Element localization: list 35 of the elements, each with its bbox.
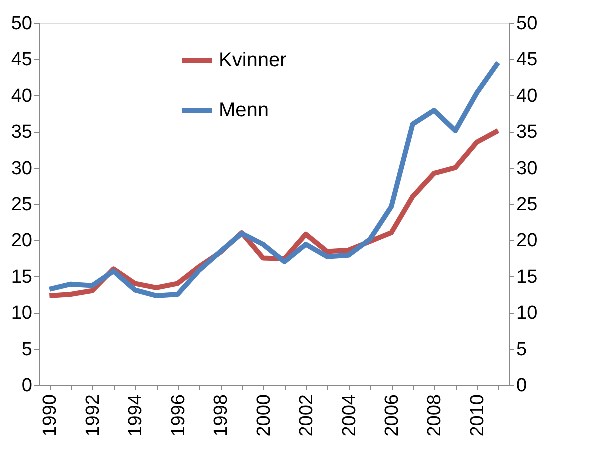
y-tick-label: 50 bbox=[11, 14, 32, 34]
x-tick-label: 1994 bbox=[126, 394, 147, 437]
y2-tick-label: 30 bbox=[516, 158, 538, 180]
x-tick-label: 1990 bbox=[40, 394, 62, 437]
y-tick-label: 30 bbox=[11, 158, 32, 180]
y2-tick-label: 50 bbox=[516, 14, 538, 34]
y-tick-label: 25 bbox=[11, 194, 32, 216]
y2-tick-label: 20 bbox=[516, 230, 538, 252]
x-tick-label: 2002 bbox=[296, 394, 318, 437]
y-tick-label: 35 bbox=[11, 122, 32, 144]
y2-tick-label: 5 bbox=[516, 339, 528, 360]
y2-tick-label: 10 bbox=[516, 303, 538, 324]
y-tick-label: 0 bbox=[22, 376, 32, 396]
x-tick-label: 2000 bbox=[254, 394, 275, 437]
x-tick-label: 1992 bbox=[82, 394, 104, 437]
y-tick-label: 45 bbox=[11, 50, 32, 71]
y-tick-label: 20 bbox=[11, 230, 32, 252]
y-tick-label: 40 bbox=[11, 86, 32, 107]
legend-label: Menn bbox=[219, 100, 270, 122]
x-tick-label: 2010 bbox=[467, 394, 488, 437]
x-tick-label: 2008 bbox=[424, 394, 446, 437]
x-tick-label: 1996 bbox=[168, 394, 190, 437]
y2-tick-label: 40 bbox=[516, 86, 538, 107]
legend-label: Kvinner bbox=[219, 50, 288, 72]
y2-tick-label: 15 bbox=[516, 266, 538, 288]
y2-tick-label: 35 bbox=[516, 122, 538, 144]
y-tick-label: 10 bbox=[11, 303, 32, 324]
x-tick-label: 1998 bbox=[211, 394, 232, 437]
y-tick-label: 5 bbox=[22, 339, 32, 360]
y2-tick-label: 45 bbox=[516, 50, 538, 71]
y2-tick-label: 25 bbox=[516, 194, 538, 216]
x-tick-label: 2004 bbox=[339, 394, 360, 437]
y2-tick-label: 0 bbox=[516, 376, 528, 396]
y-tick-label: 15 bbox=[11, 266, 32, 288]
x-tick-label: 2006 bbox=[382, 394, 403, 437]
